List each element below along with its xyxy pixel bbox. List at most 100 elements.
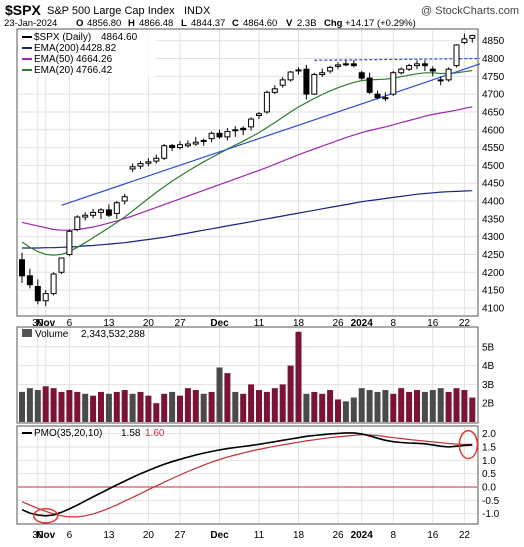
volume-bar	[26, 388, 33, 422]
candle	[271, 85, 278, 95]
candle	[113, 201, 120, 219]
candle-body	[263, 91, 270, 113]
volume-bar	[437, 388, 444, 422]
candle	[437, 76, 444, 86]
volume-tick-label: 2B	[482, 399, 495, 410]
pmo-tick-label: -1.0	[482, 509, 500, 520]
candle	[105, 204, 112, 218]
price-x-label: 22	[459, 318, 471, 329]
legend-ema200-value: 4428.82	[80, 43, 117, 54]
pmo-x-label: 27	[174, 530, 186, 541]
volume-bar	[105, 393, 112, 422]
pmo-series	[18, 429, 479, 524]
pmo-x-label: 20	[143, 530, 155, 541]
candle	[145, 158, 152, 167]
candle-body	[177, 144, 183, 149]
price-tick-label: 4100	[482, 303, 505, 314]
price-x-label: 20	[143, 318, 155, 329]
volume-bar	[342, 401, 349, 422]
candle-body	[153, 157, 160, 162]
volume-legend: Volume 2,343,532,288	[22, 329, 145, 340]
candle-body	[137, 163, 144, 167]
price-tick-label: 4200	[482, 268, 505, 279]
pmo-tick-label: 2.0	[482, 429, 496, 440]
candle-body	[224, 131, 231, 138]
volume-tick-label: 3B	[482, 380, 495, 391]
volume-bar	[192, 390, 199, 422]
price-legend: $SPX (Daily) 4864.60 EMA(200) 4428.82 EM…	[18, 30, 156, 77]
candle	[58, 257, 65, 275]
candle	[177, 141, 183, 150]
candle	[358, 70, 365, 80]
candle	[42, 290, 49, 307]
volume-bar	[121, 390, 128, 422]
volume-bar	[382, 390, 389, 422]
candle-body	[50, 273, 57, 295]
candle	[382, 92, 389, 102]
volume-bar	[200, 393, 207, 422]
candle	[248, 117, 255, 131]
volume-bar	[414, 390, 420, 422]
volume-bar	[184, 388, 191, 422]
price-series	[19, 33, 481, 307]
price-legend-bg	[18, 30, 156, 77]
pmo-tick-label: 1.5	[482, 443, 496, 454]
legend-ema50-value: 4664.26	[76, 54, 113, 65]
pmo-panel	[16, 425, 479, 525]
candle	[19, 252, 25, 283]
candle	[342, 60, 349, 67]
legend-swatch-volume	[22, 329, 32, 337]
candle-body	[161, 145, 168, 159]
volume-bar	[42, 386, 49, 422]
candle-body	[366, 77, 373, 93]
price-x-label: 11	[254, 318, 265, 329]
candle-body	[192, 141, 199, 145]
legend-pmo-name: PMO(35,20,10)	[34, 428, 102, 439]
candle	[279, 77, 286, 88]
candle-body	[406, 65, 413, 70]
candle-body	[82, 214, 89, 218]
candle-body	[287, 71, 294, 81]
candle-body	[232, 129, 239, 132]
candle-body	[445, 68, 452, 81]
volume-bar	[137, 391, 144, 422]
candle	[398, 67, 405, 75]
volume-bar	[74, 391, 81, 422]
price-tick-label: 4250	[482, 250, 505, 261]
candle	[311, 72, 318, 95]
volume-bar	[335, 399, 341, 422]
volume-bar	[177, 395, 183, 422]
price-tick-label: 4650	[482, 107, 505, 118]
volume-bar	[224, 373, 231, 422]
header-exchange: INDX	[184, 5, 211, 17]
pmo-tick-label: 0.0	[482, 483, 496, 494]
pmo-x-label: 30	[32, 530, 44, 541]
candle	[240, 126, 247, 136]
price-x-label: 27	[174, 318, 186, 329]
candle	[192, 136, 199, 146]
candle	[90, 208, 97, 219]
volume-bar	[398, 388, 405, 422]
volume-bar	[248, 384, 255, 422]
candle-body	[19, 259, 25, 277]
ema50-line	[21, 106, 473, 231]
candle	[256, 111, 262, 120]
legend-ema20-value: 4766.42	[76, 65, 113, 76]
candle	[232, 126, 239, 137]
price-tick-label: 4750	[482, 72, 505, 83]
pmo-x-label: 2024	[351, 530, 374, 541]
volume-bar	[82, 393, 89, 422]
price-tick-label: 4600	[482, 125, 505, 136]
candle-body	[382, 97, 389, 100]
volume-tick-label: 4B	[482, 361, 495, 372]
volume-bar	[390, 393, 397, 422]
candle	[74, 215, 81, 232]
legend-spx-value: 4864.60	[101, 32, 138, 43]
ema20-line	[21, 69, 473, 256]
volume-bar	[98, 391, 104, 422]
price-tick-label: 4550	[482, 143, 505, 154]
legend-signal-value: 1.60	[145, 428, 165, 439]
volume-bar	[358, 388, 365, 422]
candle	[208, 131, 215, 143]
